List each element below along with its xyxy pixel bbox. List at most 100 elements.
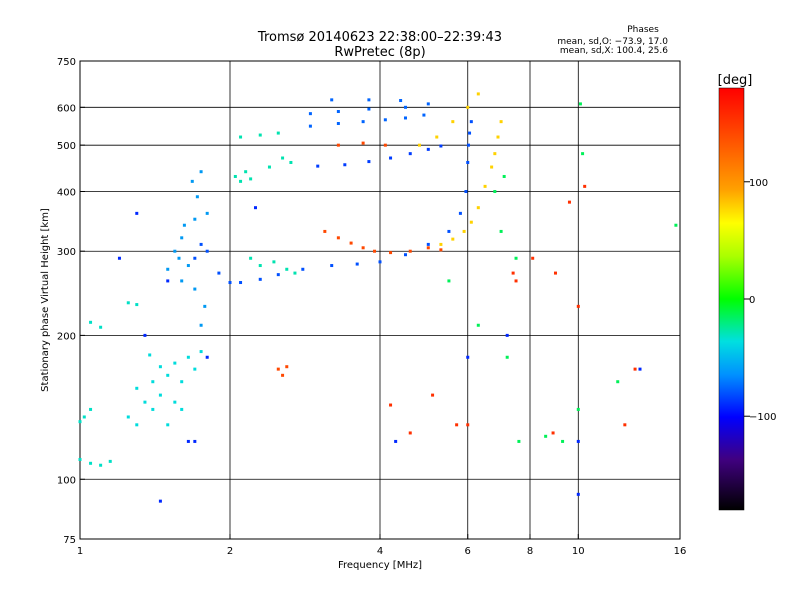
data-point: [469, 220, 473, 224]
data-point: [258, 133, 262, 137]
data-point: [158, 393, 162, 397]
data-point: [205, 355, 209, 359]
data-point: [567, 200, 571, 204]
data-point: [476, 323, 480, 327]
data-point: [233, 174, 237, 178]
data-point: [389, 251, 393, 255]
data-point: [158, 499, 162, 503]
data-point: [505, 355, 509, 359]
data-point: [493, 189, 497, 193]
data-point: [483, 184, 487, 188]
data-point: [435, 135, 439, 139]
data-point: [383, 143, 387, 147]
data-point: [143, 333, 147, 337]
data-point: [458, 211, 462, 215]
data-point: [361, 246, 365, 250]
data-point: [190, 179, 194, 183]
y-tick-label: 500: [57, 141, 76, 152]
data-point: [217, 271, 221, 275]
data-point: [367, 160, 371, 164]
y-tick-label: 750: [57, 57, 76, 68]
data-point: [143, 400, 147, 404]
data-point: [180, 236, 184, 240]
colorbar-tick-label: 100: [749, 178, 768, 189]
x-tick-label: 6: [465, 546, 471, 557]
data-point: [281, 373, 285, 377]
data-point: [466, 355, 470, 359]
data-point: [228, 281, 232, 285]
data-point: [323, 229, 327, 233]
data-point: [403, 253, 407, 257]
data-point: [349, 241, 353, 245]
data-point: [476, 206, 480, 210]
data-point: [330, 264, 334, 268]
data-point: [151, 407, 155, 411]
x-tick-label: 1: [77, 546, 83, 557]
data-point: [499, 120, 503, 124]
data-point: [205, 249, 209, 253]
data-point: [99, 325, 103, 329]
data-point: [180, 380, 184, 384]
data-point: [496, 135, 500, 139]
data-point: [336, 110, 340, 114]
colorbar-ticks: 100 0 −100: [744, 178, 776, 423]
data-point: [135, 423, 139, 427]
data-point: [490, 165, 494, 169]
data-point: [505, 333, 509, 337]
data-point: [576, 304, 580, 308]
data-point: [531, 256, 535, 260]
data-point: [578, 102, 582, 106]
colorbar-label: [deg]: [718, 73, 753, 88]
data-point: [394, 439, 398, 443]
y-tick-label: 75: [63, 535, 76, 546]
data-point: [166, 373, 170, 377]
data-point: [186, 264, 190, 268]
data-point: [193, 256, 197, 260]
data-point: [316, 164, 320, 168]
x-tick-label: 4: [377, 546, 383, 557]
data-point: [182, 223, 186, 227]
data-point: [544, 434, 548, 438]
data-point: [403, 105, 407, 109]
data-point: [468, 131, 472, 135]
data-point: [462, 229, 466, 233]
data-point: [466, 143, 470, 147]
data-point: [439, 144, 443, 148]
colorbar-tick-label: −100: [749, 412, 776, 423]
chart-title: Tromsø 20140623 22:38:00–22:39:43: [257, 30, 502, 45]
data-point: [199, 350, 203, 354]
data-point: [126, 415, 130, 419]
data-point: [373, 249, 377, 253]
data-point: [493, 152, 497, 156]
data-point: [148, 353, 152, 357]
data-point: [476, 92, 480, 96]
x-tick-label: 10: [572, 546, 585, 557]
data-point: [205, 211, 209, 215]
data-point: [166, 267, 170, 271]
data-point: [576, 439, 580, 443]
data-point: [249, 256, 253, 260]
data-point: [447, 229, 451, 233]
data-point: [455, 423, 459, 427]
grid-lines: [80, 61, 680, 539]
data-point: [108, 459, 112, 463]
data-point: [293, 271, 297, 275]
y-tick-label: 300: [57, 247, 76, 258]
data-point: [151, 380, 155, 384]
data-point: [99, 463, 103, 467]
y-tick-label: 400: [57, 187, 76, 198]
data-point: [89, 407, 93, 411]
data-point: [166, 279, 170, 283]
data-point: [633, 367, 637, 371]
data-point: [276, 273, 280, 277]
data-point: [336, 236, 340, 240]
data-point: [367, 98, 371, 102]
data-point: [253, 206, 257, 210]
data-point: [258, 264, 262, 268]
data-point: [308, 124, 312, 128]
y-axis-ticks: 75 100 200 300 400 500 600 750: [57, 57, 85, 546]
data-point: [466, 423, 470, 427]
data-point: [616, 380, 620, 384]
data-point: [193, 367, 197, 371]
data-point: [451, 237, 455, 241]
